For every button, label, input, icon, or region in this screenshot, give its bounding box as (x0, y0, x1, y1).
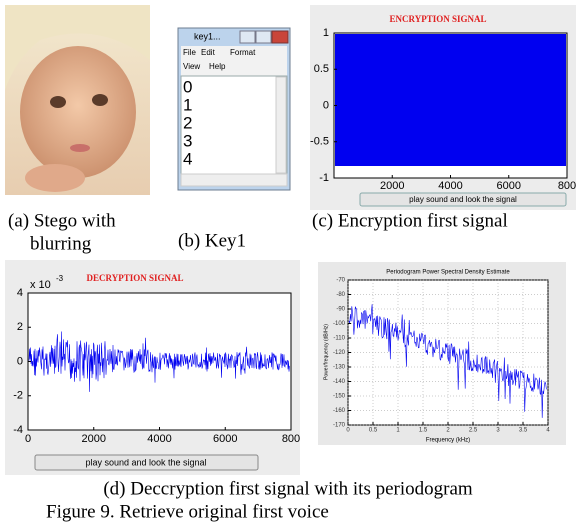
figure: (a) Stego with blurring key1... File Edi… (0, 0, 576, 529)
caption: (d) Deccryption first signal with its pe… (103, 478, 473, 499)
text-line: 0 (183, 77, 192, 96)
stego-image (5, 5, 150, 195)
text-line: 2 (183, 113, 192, 132)
y-tick-label: -90 (336, 307, 345, 313)
x-tick-label: 2000 (380, 180, 404, 192)
y-tick-label: -0.5 (310, 136, 329, 148)
x-tick-label: 1.5 (419, 428, 428, 434)
x-tick-label: 0 (25, 433, 31, 445)
x-axis-label: Frequency (kHz) (426, 438, 470, 444)
caption: (a) Stego with (8, 210, 116, 231)
figure-caption: Figure 9. Retrieve original first voice (46, 501, 329, 522)
y-tick-label: -110 (333, 336, 345, 342)
y-tick-label: 0 (323, 99, 329, 111)
y-tick-label: -120 (333, 350, 346, 356)
menu-item[interactable]: Edit (201, 48, 216, 57)
y-tick-label: -170 (333, 423, 346, 429)
x-tick-label: 800 (558, 180, 576, 192)
menu-item[interactable]: Format (230, 48, 256, 57)
y-tick-label: 1 (323, 27, 329, 39)
y-tick-label: -150 (333, 394, 346, 400)
text-line: 4 (183, 149, 192, 168)
y-tick-label: -1 (319, 172, 329, 184)
menu-item[interactable]: Help (209, 62, 226, 71)
x-tick-label: 2.5 (469, 428, 478, 434)
button-label[interactable]: play sound and look the signal (409, 195, 517, 204)
x-tick-label: 800 (282, 433, 300, 445)
y-tick-label: -4 (13, 424, 23, 436)
plot-title: DECRYPTION SIGNAL (87, 273, 184, 283)
x-tick-label: 4000 (438, 180, 462, 192)
menu-item[interactable]: View (183, 62, 200, 71)
y-tick-label: -2 (13, 390, 23, 402)
y-tick-label: -70 (336, 278, 345, 284)
button-label[interactable]: play sound and look the signal (85, 457, 206, 467)
x-tick-label: 2000 (82, 433, 106, 445)
text-line: 1 (183, 95, 192, 114)
x-tick-label: 6000 (497, 180, 521, 192)
plot-title: Periodogram Power Spectral Density Estim… (386, 270, 510, 276)
x-tick-label: 0.5 (369, 428, 378, 434)
caption: (c) Encryption first signal (312, 210, 508, 231)
menu-item[interactable]: File (183, 48, 196, 57)
y-tick-label: -130 (333, 365, 346, 371)
y-tick-label: -100 (333, 321, 346, 327)
text-line: 3 (183, 131, 192, 150)
x-tick-label: 4000 (147, 433, 171, 445)
caption: (b) Key1 (178, 230, 246, 251)
y-tick-label: 4 (17, 287, 23, 299)
plot-title: ENCRYPTION SIGNAL (390, 14, 487, 24)
y-tick-label: 0 (17, 355, 23, 367)
y-tick-label: -160 (333, 408, 346, 414)
caption: blurring (30, 233, 92, 254)
signal-texture (335, 34, 566, 166)
y-tick-label: 0.5 (314, 63, 329, 75)
y-tick-label: -140 (333, 379, 346, 385)
x-tick-label: 6000 (213, 433, 237, 445)
x-tick-label: 3.5 (519, 428, 528, 434)
window-title: key1... (194, 31, 221, 41)
y-tick-label: 2 (17, 321, 23, 333)
y-axis-label: Power/frequency (dB/Hz) (323, 324, 329, 380)
y-tick-label: -80 (336, 292, 345, 298)
exponent-power: -3 (56, 274, 64, 283)
exponent: x 10 (30, 279, 51, 291)
